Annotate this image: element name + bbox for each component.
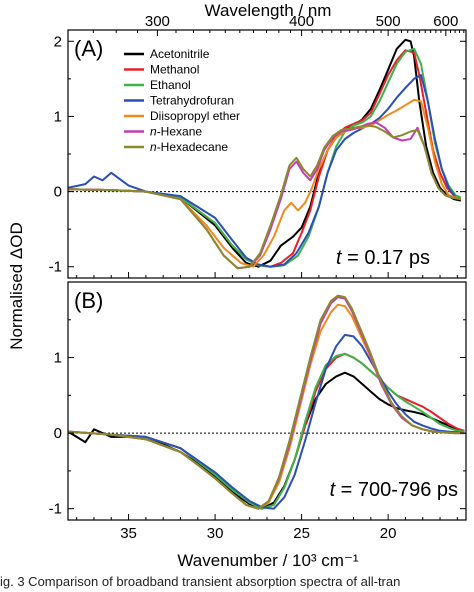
y-tick-label: 1 [54, 108, 62, 125]
top-tick-label: 500 [376, 13, 401, 30]
time-value: = 0.17 ps [342, 247, 430, 269]
legend-label-rest: -Hexane [157, 125, 203, 139]
y-tick-label: -1 [49, 501, 62, 518]
legend-label: Ethanol [150, 78, 191, 92]
top-tick-label: 600 [433, 13, 458, 30]
time-annotation: t = 700-796 ps [330, 479, 458, 501]
series-line-acetonitrile [68, 38, 462, 268]
legend-label-prefix: n [150, 125, 157, 139]
legend-label-prefix: n [150, 140, 157, 154]
legend-label: Diisopropyl ether [150, 109, 240, 123]
time-symbol: t [336, 247, 343, 269]
y-tick-label: 0 [54, 184, 62, 201]
series-line-ethanol [68, 352, 465, 510]
top-tick-label: 400 [289, 13, 314, 30]
series-line-diisopropyl-ether [68, 98, 462, 268]
series-line-n-hexane [68, 296, 465, 510]
legend-label: n-Hexadecane [150, 140, 228, 154]
legend-label: Acetonitrile [150, 47, 210, 61]
y-tick-label: -1 [49, 259, 62, 276]
legend-label: n-Hexane [150, 125, 202, 139]
series-line-tetrahydrofuran [68, 333, 465, 510]
panel-b: -1 0 1 35 30 25 20 (B) t = 700-796 ps [49, 281, 467, 542]
top-tick-label: 300 [145, 13, 170, 30]
series-line-n-hexadecane [68, 124, 461, 270]
x-axis-title: Wavenumber / 10³ cm⁻¹ [177, 551, 359, 570]
series-group [68, 38, 462, 270]
series-line-n-hexadecane [68, 294, 465, 510]
series-line-methanol [68, 49, 462, 268]
panel-label: (A) [74, 36, 103, 61]
time-symbol: t [330, 479, 337, 501]
legend-label: Methanol [150, 63, 199, 77]
x-tick-label: 25 [293, 525, 310, 542]
x-tick-label: 35 [120, 525, 137, 542]
series-group [68, 294, 465, 510]
y-axis-title: Normalised ΔOD [7, 222, 26, 350]
time-value: = 700-796 ps [335, 479, 458, 501]
y-tick-label: 2 [54, 33, 62, 50]
y-tick-label: 0 [54, 425, 62, 442]
series-line-tetrahydrofuran [68, 74, 462, 268]
panel-label: (B) [74, 288, 103, 313]
y-tick-label: 1 [54, 350, 62, 367]
top-axis-title: Wavelength / nm [205, 1, 332, 20]
x-tick-label: 30 [207, 525, 224, 542]
series-line-ethanol [68, 47, 462, 268]
legend-label: Tetrahydrofuran [150, 94, 234, 108]
legend-label-rest: -Hexadecane [157, 140, 229, 154]
x-tick-label: 20 [380, 525, 397, 542]
time-annotation: t = 0.17 ps [336, 247, 430, 269]
plot-frame [67, 29, 467, 279]
panel-a: -1 0 1 2 300 400 500 600 (A) t = 0.17 ps Acetonitr… [49, 13, 467, 279]
figure-caption: ig. 3 Comparison of broadband transient … [0, 574, 401, 589]
